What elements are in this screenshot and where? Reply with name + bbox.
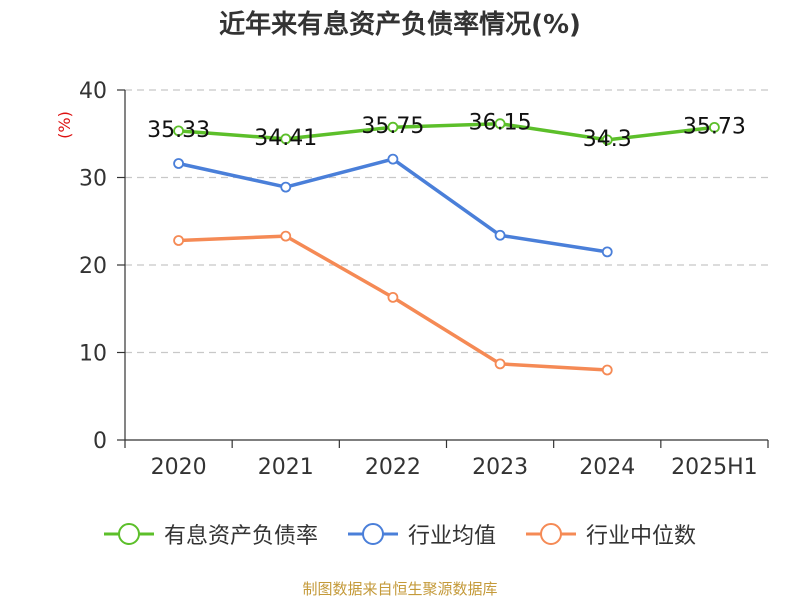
data-point xyxy=(494,229,506,241)
data-point xyxy=(173,158,184,169)
data-point xyxy=(387,291,399,303)
x-tick-label: 2023 xyxy=(472,455,528,480)
legend-swatch xyxy=(103,523,154,545)
data-point xyxy=(280,230,292,242)
x-tick-label: 2021 xyxy=(258,455,314,480)
data-label: 35.75 xyxy=(361,114,424,139)
legend: 有息资产负债率 行业均值 行业中位数 xyxy=(0,518,800,550)
series-line-2 xyxy=(178,234,608,372)
data-point xyxy=(494,118,506,130)
data-point xyxy=(387,121,399,133)
data-point xyxy=(601,134,613,146)
y-tick-label: 40 xyxy=(79,79,107,104)
legend-item[interactable]: 有息资产负债率 xyxy=(103,518,318,550)
data-point xyxy=(601,364,613,376)
data-label: 36.15 xyxy=(469,111,532,136)
legend-item[interactable]: 行业中位数 xyxy=(526,518,696,550)
legend-item[interactable]: 行业均值 xyxy=(347,518,496,550)
data-point xyxy=(494,358,506,370)
x-tick-label: 2022 xyxy=(365,455,421,480)
x-tick-label: 2025H1 xyxy=(671,455,758,480)
data-point xyxy=(280,133,292,145)
data-point xyxy=(173,235,184,246)
legend-swatch-marker xyxy=(361,523,384,545)
legend-label: 行业中位数 xyxy=(586,524,697,549)
legend-swatch xyxy=(347,523,398,545)
y-tick-label: 20 xyxy=(79,254,107,279)
legend-swatch-marker xyxy=(540,523,562,545)
series-line-0 xyxy=(178,121,715,142)
legend-swatch xyxy=(526,523,576,545)
data-label: 35.73 xyxy=(683,114,746,139)
data-label: 34.41 xyxy=(254,126,317,151)
source-note: 制图数据来自恒生聚源数据库 xyxy=(302,580,498,598)
data-point xyxy=(280,181,292,193)
data-point xyxy=(709,121,720,133)
legend-label: 有息资产负债率 xyxy=(163,524,318,549)
legend-label: 行业均值 xyxy=(407,524,496,549)
data-point xyxy=(173,125,184,137)
y-tick-label: 10 xyxy=(79,342,107,367)
data-point xyxy=(601,246,613,258)
data-label: 35.33 xyxy=(147,118,210,143)
y-tick-label: 0 xyxy=(93,429,107,454)
y-axis-label: (%) xyxy=(55,111,74,139)
chart-title: 近年来有息资产负债率情况(%) xyxy=(219,10,581,40)
x-tick-label: 2024 xyxy=(579,455,635,480)
data-label: 34.3 xyxy=(583,127,632,152)
data-point xyxy=(387,153,399,165)
y-tick-label: 30 xyxy=(79,167,107,192)
legend-swatch-marker xyxy=(117,523,140,545)
x-tick-label: 2020 xyxy=(151,455,207,480)
